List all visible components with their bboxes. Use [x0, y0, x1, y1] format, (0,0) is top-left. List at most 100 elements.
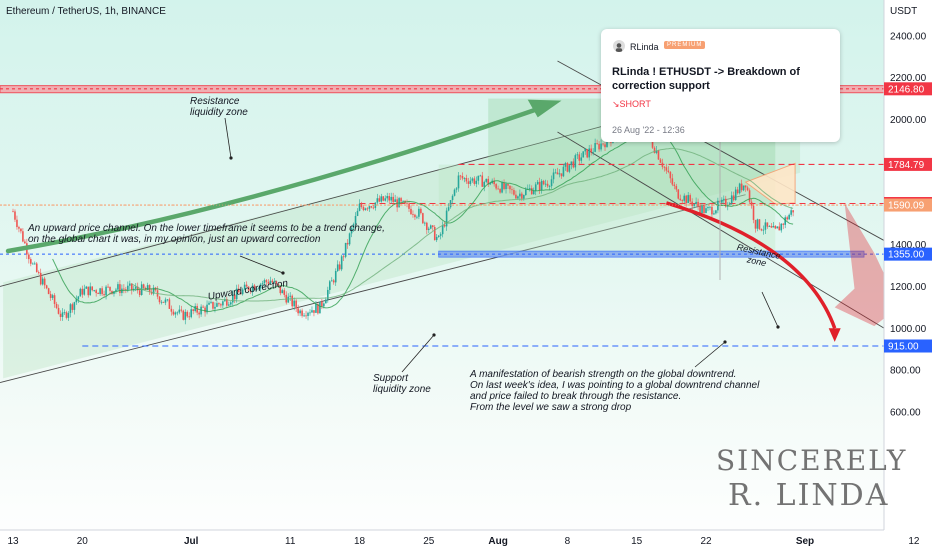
- candle-body: [574, 155, 577, 168]
- author-avatar: [613, 40, 625, 52]
- candle-body: [655, 150, 658, 153]
- candle-body: [275, 281, 278, 284]
- candle-body: [576, 154, 579, 156]
- candle-body: [28, 254, 30, 260]
- candle-body: [390, 196, 392, 201]
- candle-body: [671, 178, 674, 185]
- candle-body: [174, 312, 177, 315]
- pointer-head: [281, 271, 285, 275]
- candle-body: [586, 149, 588, 158]
- candle-body: [360, 203, 363, 207]
- pointer-head: [776, 325, 780, 329]
- candle-body: [162, 301, 165, 303]
- candle-body: [315, 303, 317, 313]
- candle-body: [125, 289, 127, 291]
- idea-card[interactable]: RLinda PREMIUM RLinda ! ETHUSDT -> Break…: [601, 29, 840, 142]
- candle-body: [346, 242, 349, 245]
- candle-body: [247, 286, 250, 291]
- candle-body: [202, 306, 204, 308]
- resistance-zone-label-line2: liquidity zone: [190, 107, 248, 118]
- pointer-line: [401, 334, 435, 373]
- candle-body: [41, 278, 44, 285]
- candle-body: [146, 285, 149, 290]
- candle-body: [364, 208, 367, 211]
- candle-body: [136, 286, 139, 291]
- candle-body: [572, 161, 575, 168]
- pointer-head: [723, 340, 727, 344]
- author-name[interactable]: RLinda: [630, 42, 659, 52]
- candle-body: [705, 208, 707, 213]
- candle-body: [473, 178, 476, 184]
- candle-body: [325, 299, 327, 304]
- candle-body: [740, 183, 743, 191]
- pointer-head: [229, 156, 233, 160]
- candle-body: [485, 178, 488, 182]
- candle-body: [45, 285, 48, 289]
- candle-body: [477, 175, 480, 181]
- candle-body: [663, 166, 666, 168]
- candle-body: [418, 208, 420, 217]
- candle-body: [548, 186, 551, 187]
- candle-body: [230, 302, 232, 305]
- support-zone-label-line2: liquidity zone: [373, 384, 431, 395]
- candle-body: [685, 195, 687, 204]
- candle-body: [653, 147, 656, 153]
- candle-body: [303, 315, 305, 317]
- price-tick-label: 1200.00: [890, 282, 927, 293]
- idea-title[interactable]: RLinda ! ETHUSDT -> Breakdown of correct…: [612, 66, 800, 92]
- candle-body: [170, 308, 173, 312]
- candle-body: [168, 299, 171, 309]
- time-tick-label: 11: [285, 536, 296, 547]
- candle-body: [57, 307, 60, 314]
- candle-body: [699, 206, 701, 214]
- candle-body: [713, 213, 715, 215]
- candle-body: [505, 184, 507, 190]
- candle-body: [206, 304, 208, 313]
- candle-body: [742, 185, 745, 191]
- candle-body: [774, 225, 777, 229]
- time-tick-label: 8: [565, 536, 571, 547]
- candle-body: [194, 306, 196, 311]
- candle-body: [489, 183, 491, 185]
- candle-body: [257, 288, 260, 290]
- candle-body: [758, 219, 761, 230]
- price-tag-label-1590.09: 1590.09: [888, 201, 925, 212]
- candle-body: [689, 195, 691, 202]
- candle-body: [449, 200, 452, 208]
- time-tick-label: 25: [423, 536, 435, 547]
- candle-body: [604, 144, 606, 148]
- candle-body: [196, 306, 198, 313]
- candle-body: [344, 242, 347, 257]
- candle-body: [786, 217, 788, 220]
- candle-body: [332, 280, 335, 283]
- candle-body: [661, 162, 664, 167]
- candle-body: [420, 208, 422, 214]
- candle-body: [261, 283, 264, 285]
- candle-body: [562, 166, 565, 177]
- candle-body: [327, 289, 329, 300]
- candle-body: [340, 256, 343, 270]
- candle-body: [732, 195, 735, 201]
- candle-body: [220, 304, 222, 306]
- candle-body: [481, 175, 484, 187]
- candle-body: [590, 148, 592, 153]
- candle-body: [499, 189, 501, 193]
- candle-body: [439, 234, 442, 236]
- candle-body: [37, 272, 40, 273]
- candle-body: [297, 308, 299, 314]
- candle-body: [35, 263, 38, 273]
- candle-body: [237, 288, 240, 293]
- pointer-line: [224, 117, 232, 159]
- resistance-zone-label: Resistance liquidity zone: [190, 96, 248, 118]
- candle-body: [509, 185, 511, 190]
- candle-body: [138, 290, 141, 295]
- candle-body: [53, 295, 56, 304]
- candle-body: [245, 284, 248, 287]
- candle-body: [89, 286, 92, 296]
- candle-body: [600, 143, 602, 150]
- candle-body: [251, 285, 254, 292]
- candle-body: [279, 285, 282, 294]
- candle-body: [596, 143, 598, 144]
- candle-body: [287, 296, 290, 303]
